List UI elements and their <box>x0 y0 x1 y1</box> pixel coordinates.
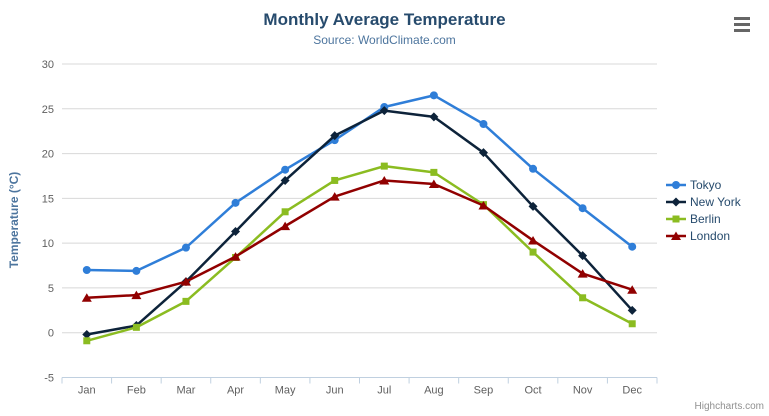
data-point[interactable] <box>628 242 637 251</box>
y-axis-title: Temperature (°C) <box>7 171 21 269</box>
data-point[interactable] <box>82 330 92 340</box>
data-point[interactable] <box>429 91 438 100</box>
data-point[interactable] <box>578 204 587 213</box>
data-point[interactable] <box>329 192 340 201</box>
data-point[interactable] <box>430 168 438 176</box>
data-point[interactable] <box>379 175 390 185</box>
data-point[interactable] <box>528 235 539 245</box>
data-point[interactable] <box>380 162 388 170</box>
data-point[interactable] <box>181 243 190 252</box>
legend-marker-icon <box>666 215 686 222</box>
legend-label: London <box>690 228 731 243</box>
y-axis-label: 30 <box>42 59 54 71</box>
data-point[interactable] <box>478 201 489 210</box>
y-axis-label: -5 <box>44 373 54 385</box>
data-point[interactable] <box>180 277 191 286</box>
data-point[interactable] <box>231 226 241 236</box>
legend: Tokyo New York Berlin London <box>666 176 741 244</box>
legend-label: Berlin <box>690 211 721 226</box>
legend-item[interactable]: New York <box>666 193 741 210</box>
data-point[interactable] <box>577 269 588 278</box>
data-point[interactable] <box>230 252 241 261</box>
x-axis-label: Dec <box>622 385 642 397</box>
data-point[interactable] <box>529 248 537 256</box>
context-menu-button[interactable] <box>730 13 754 35</box>
y-axis-label: 15 <box>42 193 54 205</box>
x-axis-label: Oct <box>524 385 541 397</box>
chart-title: Monthly Average Temperature <box>263 10 506 29</box>
y-axis-label: 10 <box>42 238 54 250</box>
data-point[interactable] <box>280 221 291 231</box>
data-point[interactable] <box>131 290 142 300</box>
data-point[interactable] <box>529 164 538 173</box>
data-point[interactable] <box>478 148 488 158</box>
data-point[interactable] <box>281 165 290 174</box>
data-point[interactable] <box>627 285 638 294</box>
chart-subtitle: Source: WorldClimate.com <box>313 33 456 47</box>
series-line <box>85 109 634 336</box>
data-point[interactable] <box>82 266 91 275</box>
data-point[interactable] <box>330 131 340 141</box>
legend-item[interactable]: London <box>666 227 741 244</box>
hamburger-icon <box>734 16 750 32</box>
data-point[interactable] <box>528 201 538 211</box>
data-point[interactable] <box>429 112 439 122</box>
x-axis-label: May <box>275 385 296 397</box>
x-axis-label: Apr <box>227 385 244 397</box>
legend-marker-icon <box>666 197 686 206</box>
y-axis-label: 20 <box>42 149 54 161</box>
x-axis-label: Feb <box>127 385 146 397</box>
credits-link[interactable]: Highcharts.com <box>694 401 764 412</box>
series-line <box>85 94 634 273</box>
x-axis-label: Sep <box>474 385 494 397</box>
data-point[interactable] <box>280 175 290 185</box>
legend-label: New York <box>690 194 741 209</box>
data-point[interactable] <box>81 293 92 302</box>
x-axis-label: Jun <box>326 385 344 397</box>
data-point[interactable] <box>578 251 588 261</box>
legend-label: Tokyo <box>690 177 722 192</box>
x-axis-label: Nov <box>573 385 593 397</box>
x-axis-label: Aug <box>424 385 444 397</box>
legend-marker-icon <box>666 231 686 240</box>
x-axis-label: Mar <box>176 385 195 397</box>
data-point[interactable] <box>331 176 339 184</box>
legend-item[interactable]: Berlin <box>666 210 741 227</box>
y-axis-label: 5 <box>48 283 54 295</box>
data-point[interactable] <box>628 320 636 328</box>
data-point[interactable] <box>428 179 439 189</box>
data-point[interactable] <box>479 120 488 129</box>
x-axis-label: Jan <box>78 385 96 397</box>
legend-item[interactable]: Tokyo <box>666 176 741 193</box>
data-point[interactable] <box>83 337 91 345</box>
x-axis-label: Jul <box>377 385 391 397</box>
data-point[interactable] <box>231 198 240 207</box>
series-line <box>85 164 634 343</box>
data-point[interactable] <box>132 266 141 275</box>
data-point[interactable] <box>627 305 637 315</box>
data-point[interactable] <box>379 106 389 116</box>
series-line <box>85 179 634 300</box>
data-point[interactable] <box>281 208 289 216</box>
y-axis-label: 0 <box>48 328 54 340</box>
legend-marker-icon <box>666 180 686 189</box>
data-point[interactable] <box>132 323 140 331</box>
y-axis-label: 25 <box>42 104 54 116</box>
data-point[interactable] <box>579 294 587 302</box>
data-point[interactable] <box>182 297 190 305</box>
